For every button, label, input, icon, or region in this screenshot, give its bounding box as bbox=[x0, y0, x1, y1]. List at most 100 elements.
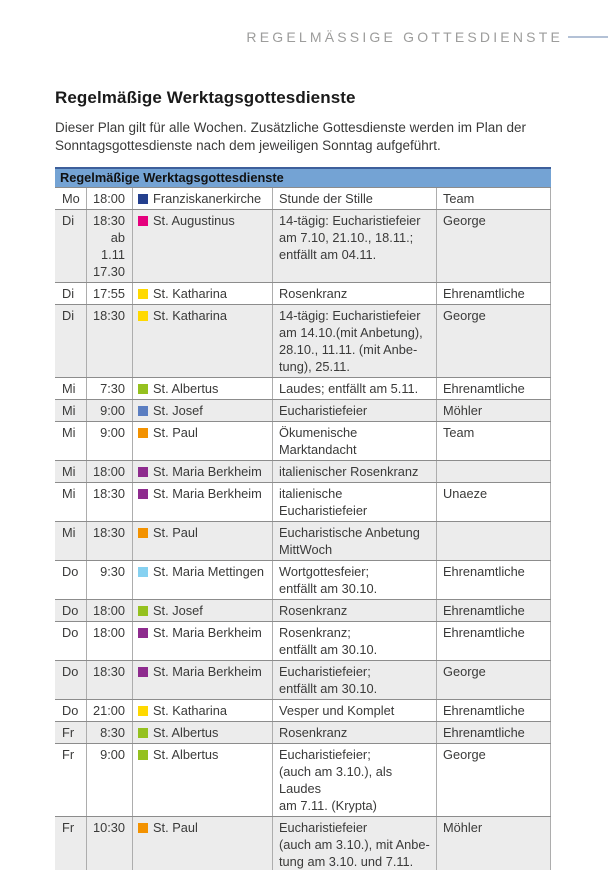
church-color-marker bbox=[138, 289, 148, 299]
church-cell: St. Paul bbox=[133, 422, 273, 460]
description-cell: Ökumenische Marktandacht bbox=[273, 422, 437, 460]
church-cell: St. Maria Berkheim bbox=[133, 622, 273, 660]
team-cell: Team bbox=[437, 188, 551, 209]
day-cell: Mi bbox=[55, 400, 87, 421]
church-name: St. Maria Berkheim bbox=[153, 625, 262, 640]
description-cell: Rosenkranz; entfällt am 30.10. bbox=[273, 622, 437, 660]
time-cell: 9:00 bbox=[87, 422, 133, 460]
church-cell: St. Maria Berkheim bbox=[133, 661, 273, 699]
table-row: Do 18:00 St. Maria Berkheim Rosenkranz; … bbox=[55, 622, 551, 661]
time-cell: 9:00 bbox=[87, 400, 133, 421]
church-color-marker bbox=[138, 823, 148, 833]
table-row: Di 18:30 St. Katharina 14-tägig: Euchari… bbox=[55, 305, 551, 378]
description-cell: Eucharistiefeier bbox=[273, 400, 437, 421]
time-cell: 18:00 bbox=[87, 600, 133, 621]
church-cell: St. Albertus bbox=[133, 722, 273, 743]
church-cell: Franziskanerkirche bbox=[133, 188, 273, 209]
day-cell: Do bbox=[55, 622, 87, 660]
church-cell: St. Albertus bbox=[133, 744, 273, 816]
church-name: St. Katharina bbox=[153, 308, 227, 323]
description-cell: italienische Eucharistiefeier bbox=[273, 483, 437, 521]
description-cell: Eucharistiefeier; (auch am 3.10.), als L… bbox=[273, 744, 437, 816]
team-cell: George bbox=[437, 210, 551, 282]
church-cell: St. Maria Berkheim bbox=[133, 461, 273, 482]
day-cell: Di bbox=[55, 210, 87, 282]
team-cell: Ehrenamtliche bbox=[437, 561, 551, 599]
team-cell: Ehrenamtliche bbox=[437, 283, 551, 304]
description-cell: Vesper und Komplet bbox=[273, 700, 437, 721]
day-cell: Do bbox=[55, 661, 87, 699]
day-cell: Do bbox=[55, 600, 87, 621]
church-color-marker bbox=[138, 467, 148, 477]
church-cell: St. Albertus bbox=[133, 378, 273, 399]
church-cell: St. Josef bbox=[133, 600, 273, 621]
church-cell: St. Augustinus bbox=[133, 210, 273, 282]
day-cell: Fr bbox=[55, 744, 87, 816]
description-cell: Eucharistiefeier (auch am 3.10.), mit An… bbox=[273, 817, 437, 870]
team-cell: Möhler bbox=[437, 817, 551, 870]
church-color-marker bbox=[138, 311, 148, 321]
church-name: St. Katharina bbox=[153, 703, 227, 718]
page-header: REGELMÄSSIGE GOTTESDIENSTE bbox=[0, 29, 608, 45]
team-cell: George bbox=[437, 305, 551, 377]
church-name: St. Paul bbox=[153, 525, 198, 540]
team-cell bbox=[437, 461, 551, 482]
description-cell: Laudes; entfällt am 5.11. bbox=[273, 378, 437, 399]
day-cell: Do bbox=[55, 561, 87, 599]
table-header: Regelmäßige Werktagsgottesdienste bbox=[55, 167, 551, 188]
table-row: Fr 8:30 St. Albertus Rosenkranz Ehrenamt… bbox=[55, 722, 551, 744]
time-cell: 9:00 bbox=[87, 744, 133, 816]
header-label: REGELMÄSSIGE GOTTESDIENSTE bbox=[246, 29, 563, 45]
header-rule bbox=[568, 36, 608, 38]
church-name: St. Maria Mettingen bbox=[153, 564, 264, 579]
team-cell: Ehrenamtliche bbox=[437, 722, 551, 743]
church-name: St. Maria Berkheim bbox=[153, 464, 262, 479]
church-cell: St. Josef bbox=[133, 400, 273, 421]
church-name: St. Albertus bbox=[153, 747, 219, 762]
time-cell: 18:00 bbox=[87, 188, 133, 209]
church-color-marker bbox=[138, 667, 148, 677]
team-cell: Ehrenamtliche bbox=[437, 600, 551, 621]
church-cell: St. Katharina bbox=[133, 700, 273, 721]
time-cell: 7:30 bbox=[87, 378, 133, 399]
table-row: Mi 7:30 St. Albertus Laudes; entfällt am… bbox=[55, 378, 551, 400]
time-cell: 10:30 bbox=[87, 817, 133, 870]
time-cell: 18:30 ab 1.11 17.30 bbox=[87, 210, 133, 282]
church-color-marker bbox=[138, 428, 148, 438]
church-color-marker bbox=[138, 489, 148, 499]
description-cell: Rosenkranz bbox=[273, 600, 437, 621]
team-cell bbox=[437, 522, 551, 560]
church-color-marker bbox=[138, 567, 148, 577]
church-cell: St. Katharina bbox=[133, 305, 273, 377]
description-cell: 14-tägig: Eucharistiefeier am 14.10.(mit… bbox=[273, 305, 437, 377]
day-cell: Mi bbox=[55, 422, 87, 460]
church-name: St. Josef bbox=[153, 603, 203, 618]
church-name: St. Paul bbox=[153, 425, 198, 440]
day-cell: Do bbox=[55, 700, 87, 721]
team-cell: George bbox=[437, 744, 551, 816]
church-name: St. Maria Berkheim bbox=[153, 664, 262, 679]
church-cell: St. Katharina bbox=[133, 283, 273, 304]
church-color-marker bbox=[138, 406, 148, 416]
team-cell: George bbox=[437, 661, 551, 699]
time-cell: 8:30 bbox=[87, 722, 133, 743]
table-row: Mi 9:00 St. Paul Ökumenische Marktandach… bbox=[55, 422, 551, 461]
church-color-marker bbox=[138, 706, 148, 716]
church-cell: St. Paul bbox=[133, 817, 273, 870]
time-cell: 18:00 bbox=[87, 622, 133, 660]
table-row: Mi 18:00 St. Maria Berkheim italienische… bbox=[55, 461, 551, 483]
time-cell: 21:00 bbox=[87, 700, 133, 721]
description-cell: Eucharistiefeier; entfällt am 30.10. bbox=[273, 661, 437, 699]
team-cell: Möhler bbox=[437, 400, 551, 421]
intro-text: Dieser Plan gilt für alle Wochen. Zusätz… bbox=[55, 120, 526, 153]
church-cell: St. Maria Berkheim bbox=[133, 483, 273, 521]
table-row: Mi 9:00 St. Josef Eucharistiefeier Möhle… bbox=[55, 400, 551, 422]
description-cell: Wortgottesfeier; entfällt am 30.10. bbox=[273, 561, 437, 599]
table-row: Do 18:30 St. Maria Berkheim Eucharistief… bbox=[55, 661, 551, 700]
church-color-marker bbox=[138, 628, 148, 638]
church-name: St. Paul bbox=[153, 820, 198, 835]
church-name: St. Albertus bbox=[153, 725, 219, 740]
church-color-marker bbox=[138, 384, 148, 394]
description-cell: Rosenkranz bbox=[273, 722, 437, 743]
team-cell: Ehrenamtliche bbox=[437, 378, 551, 399]
